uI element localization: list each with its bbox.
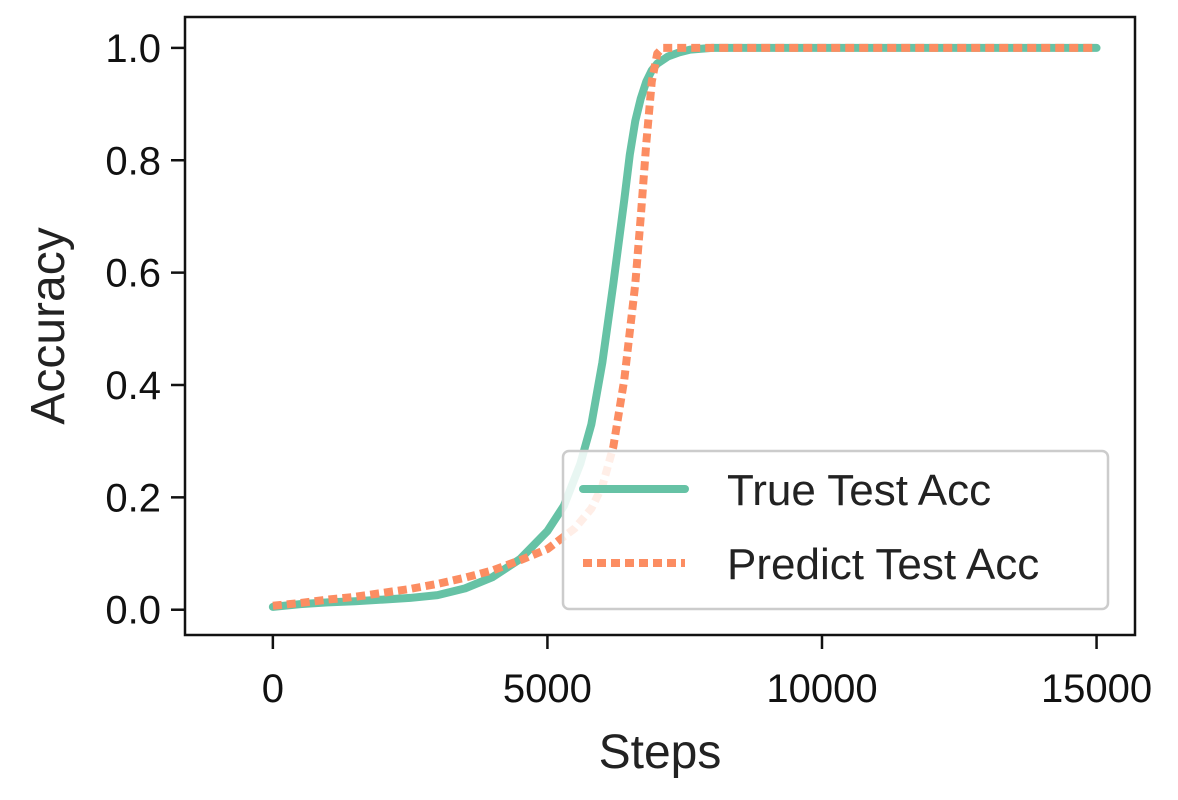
y-tick-label: 0.2	[105, 476, 161, 520]
x-tick-label: 15000	[1041, 667, 1152, 711]
legend: True Test Acc Predict Test Acc	[561, 449, 1110, 611]
plot-frame	[183, 15, 1137, 637]
x-tick-label: 0	[262, 667, 284, 711]
legend-box	[561, 449, 1110, 611]
y-tick-label: 0.6	[105, 252, 161, 296]
y-tick-label: 1.0	[105, 27, 161, 71]
y-axis-label: Accuracy	[22, 227, 75, 424]
y-tick-label: 0.0	[105, 589, 161, 633]
legend-label-predict-test-acc: Predict Test Acc	[727, 540, 1039, 589]
x-axis: 0 5000 10000 15000	[262, 635, 1152, 711]
y-tick-label: 0.8	[105, 139, 161, 183]
x-tick-label: 5000	[503, 667, 592, 711]
x-axis-label: Steps	[599, 726, 722, 779]
y-axis: 0.0 0.2 0.4 0.6 0.8 1.0	[105, 27, 185, 633]
series-line-true-test-acc	[268, 43, 1101, 611]
y-tick-label: 0.4	[105, 364, 161, 408]
legend-label-true-test-acc: True Test Acc	[727, 466, 991, 515]
x-tick-label: 10000	[766, 667, 877, 711]
